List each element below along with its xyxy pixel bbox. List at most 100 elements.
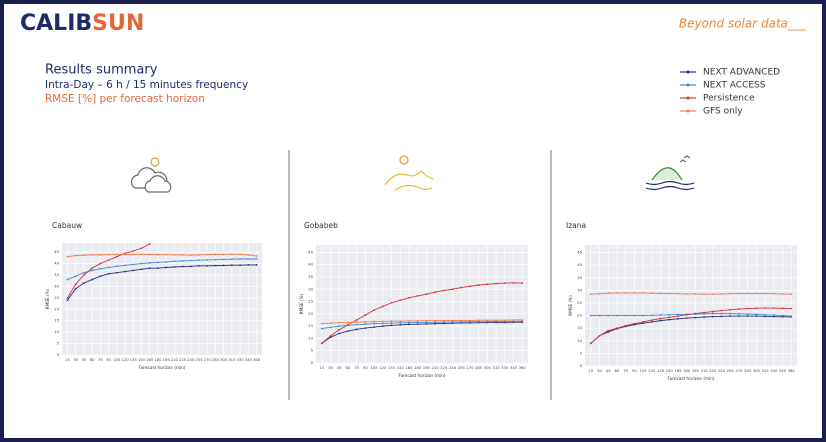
point — [124, 270, 126, 273]
point — [198, 264, 200, 267]
point — [738, 312, 740, 315]
series-line — [67, 253, 257, 258]
point — [189, 254, 192, 257]
logo-b: SUN — [92, 11, 144, 36]
point — [755, 313, 758, 316]
point — [425, 293, 428, 296]
point — [198, 253, 200, 256]
point — [425, 321, 428, 324]
y-tick-label: 15 — [308, 323, 313, 328]
series-group — [589, 291, 793, 345]
point — [247, 258, 250, 260]
x-tick-label: 60 — [346, 365, 351, 370]
point — [764, 292, 766, 295]
point — [607, 329, 610, 332]
point — [148, 261, 151, 264]
point — [390, 324, 393, 327]
point — [650, 320, 653, 323]
x-tick-label: 60 — [90, 357, 95, 362]
point — [729, 308, 732, 311]
legend-label: NEXT ADVANCED — [703, 68, 780, 78]
point — [115, 265, 118, 268]
point — [772, 307, 775, 309]
point — [222, 253, 225, 256]
y-tick-label: 30 — [308, 286, 313, 291]
x-tick-label: 15 — [65, 357, 70, 362]
legend-dot — [686, 96, 690, 100]
island-icon — [645, 155, 695, 191]
point — [711, 312, 714, 315]
y-tick-label: 20 — [54, 306, 59, 311]
point — [434, 319, 436, 322]
x-tick-label: 75 — [623, 368, 628, 373]
point — [729, 315, 732, 317]
point — [99, 267, 102, 270]
y-tick-label: 5 — [57, 341, 60, 346]
title: Results summary — [45, 63, 158, 78]
point — [165, 261, 168, 263]
x-tick-label: 105 — [113, 357, 121, 362]
x-tick-label: 165 — [146, 357, 154, 362]
x-tick-label: 45 — [81, 357, 86, 362]
y-tick-label: 20 — [577, 313, 582, 318]
y-tick-label: 30 — [577, 287, 582, 292]
subtitle: Intra-Day – 6 h / 15 minutes frequency — [45, 79, 248, 91]
x-tick-label: 345 — [510, 365, 518, 370]
point — [772, 315, 775, 318]
x-tick-label: 240 — [187, 357, 195, 362]
point — [442, 321, 445, 324]
x-tick-label: 255 — [195, 357, 203, 362]
point — [189, 259, 192, 262]
point — [355, 323, 358, 326]
x-tick-label: 315 — [492, 365, 500, 370]
point — [255, 258, 258, 260]
x-tick-label: 15 — [588, 368, 593, 373]
point — [355, 319, 358, 321]
x-tick-label: 330 — [770, 368, 778, 373]
point — [469, 285, 471, 288]
legend-label: Persistence — [703, 94, 755, 104]
point — [222, 258, 225, 261]
point — [659, 292, 662, 295]
point — [165, 266, 168, 269]
point — [214, 258, 217, 261]
point — [764, 315, 766, 318]
point — [74, 287, 77, 290]
x-tick-label: 15 — [319, 365, 324, 370]
point — [703, 311, 705, 314]
x-tick-label: 240 — [718, 368, 726, 373]
y-tick-label: 0 — [580, 363, 583, 368]
point — [364, 323, 367, 326]
x-tick-label: 30 — [328, 365, 333, 370]
point — [694, 293, 697, 295]
point — [99, 262, 102, 265]
point — [624, 314, 627, 317]
point — [373, 326, 375, 329]
point — [659, 317, 662, 320]
point — [425, 319, 428, 322]
x-tick-label: 195 — [162, 357, 170, 362]
x-tick-label: 30 — [73, 357, 78, 362]
point — [589, 342, 592, 345]
x-tick-label: 300 — [753, 368, 761, 373]
point — [189, 265, 192, 268]
point — [650, 314, 653, 317]
x-tick-label: 225 — [709, 368, 717, 373]
point — [66, 255, 69, 258]
y-tick-label: 15 — [54, 318, 59, 323]
y-tick-label: 25 — [308, 299, 313, 304]
point — [115, 255, 118, 258]
y-axis-label: RMSE (%) — [299, 293, 304, 314]
x-tick-label: 60 — [615, 368, 620, 373]
x-tick-label: 255 — [458, 365, 466, 370]
point — [124, 264, 126, 267]
point — [616, 291, 618, 294]
y-tick-label: 0 — [311, 360, 314, 365]
y-tick-label: 45 — [577, 250, 582, 255]
series-line — [321, 320, 523, 330]
point — [181, 259, 184, 262]
point — [668, 292, 671, 295]
point — [416, 294, 419, 297]
y-tick-label: 35 — [54, 272, 59, 277]
x-tick-label: 330 — [236, 357, 244, 362]
